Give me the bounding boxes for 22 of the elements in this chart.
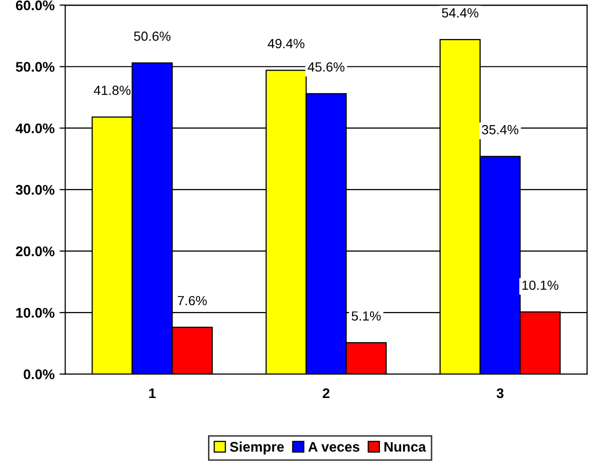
- x-tick-label: 2: [322, 388, 330, 398]
- legend-label: A veces: [308, 442, 360, 452]
- data-label: 49.4%: [268, 38, 304, 48]
- data-label: 41.8%: [94, 86, 130, 95]
- data-label: 45.6%: [308, 62, 344, 72]
- data-label: 54.4%: [442, 8, 478, 18]
- y-tick-label: 50.0%: [16, 62, 54, 72]
- y-tick-label: 60.0%: [16, 0, 54, 10]
- data-label: 7.6%: [178, 296, 207, 306]
- legend-label: Nunca: [384, 442, 426, 452]
- y-tick-label: 40.0%: [16, 123, 54, 134]
- data-label: 35.4%: [482, 125, 518, 134]
- y-tick-label: 30.0%: [16, 184, 54, 195]
- data-label: 10.1%: [522, 280, 558, 290]
- legend-label: Siempre: [230, 442, 284, 454]
- y-tick-label: 20.0%: [16, 246, 54, 256]
- data-label: 50.6%: [134, 32, 170, 41]
- y-tick-label: 10.0%: [16, 308, 54, 318]
- y-tick-label: 0.0%: [24, 369, 54, 380]
- x-tick-label: 1: [149, 388, 156, 398]
- x-tick-label: 3: [496, 388, 504, 398]
- data-label: 5.1%: [352, 311, 381, 321]
